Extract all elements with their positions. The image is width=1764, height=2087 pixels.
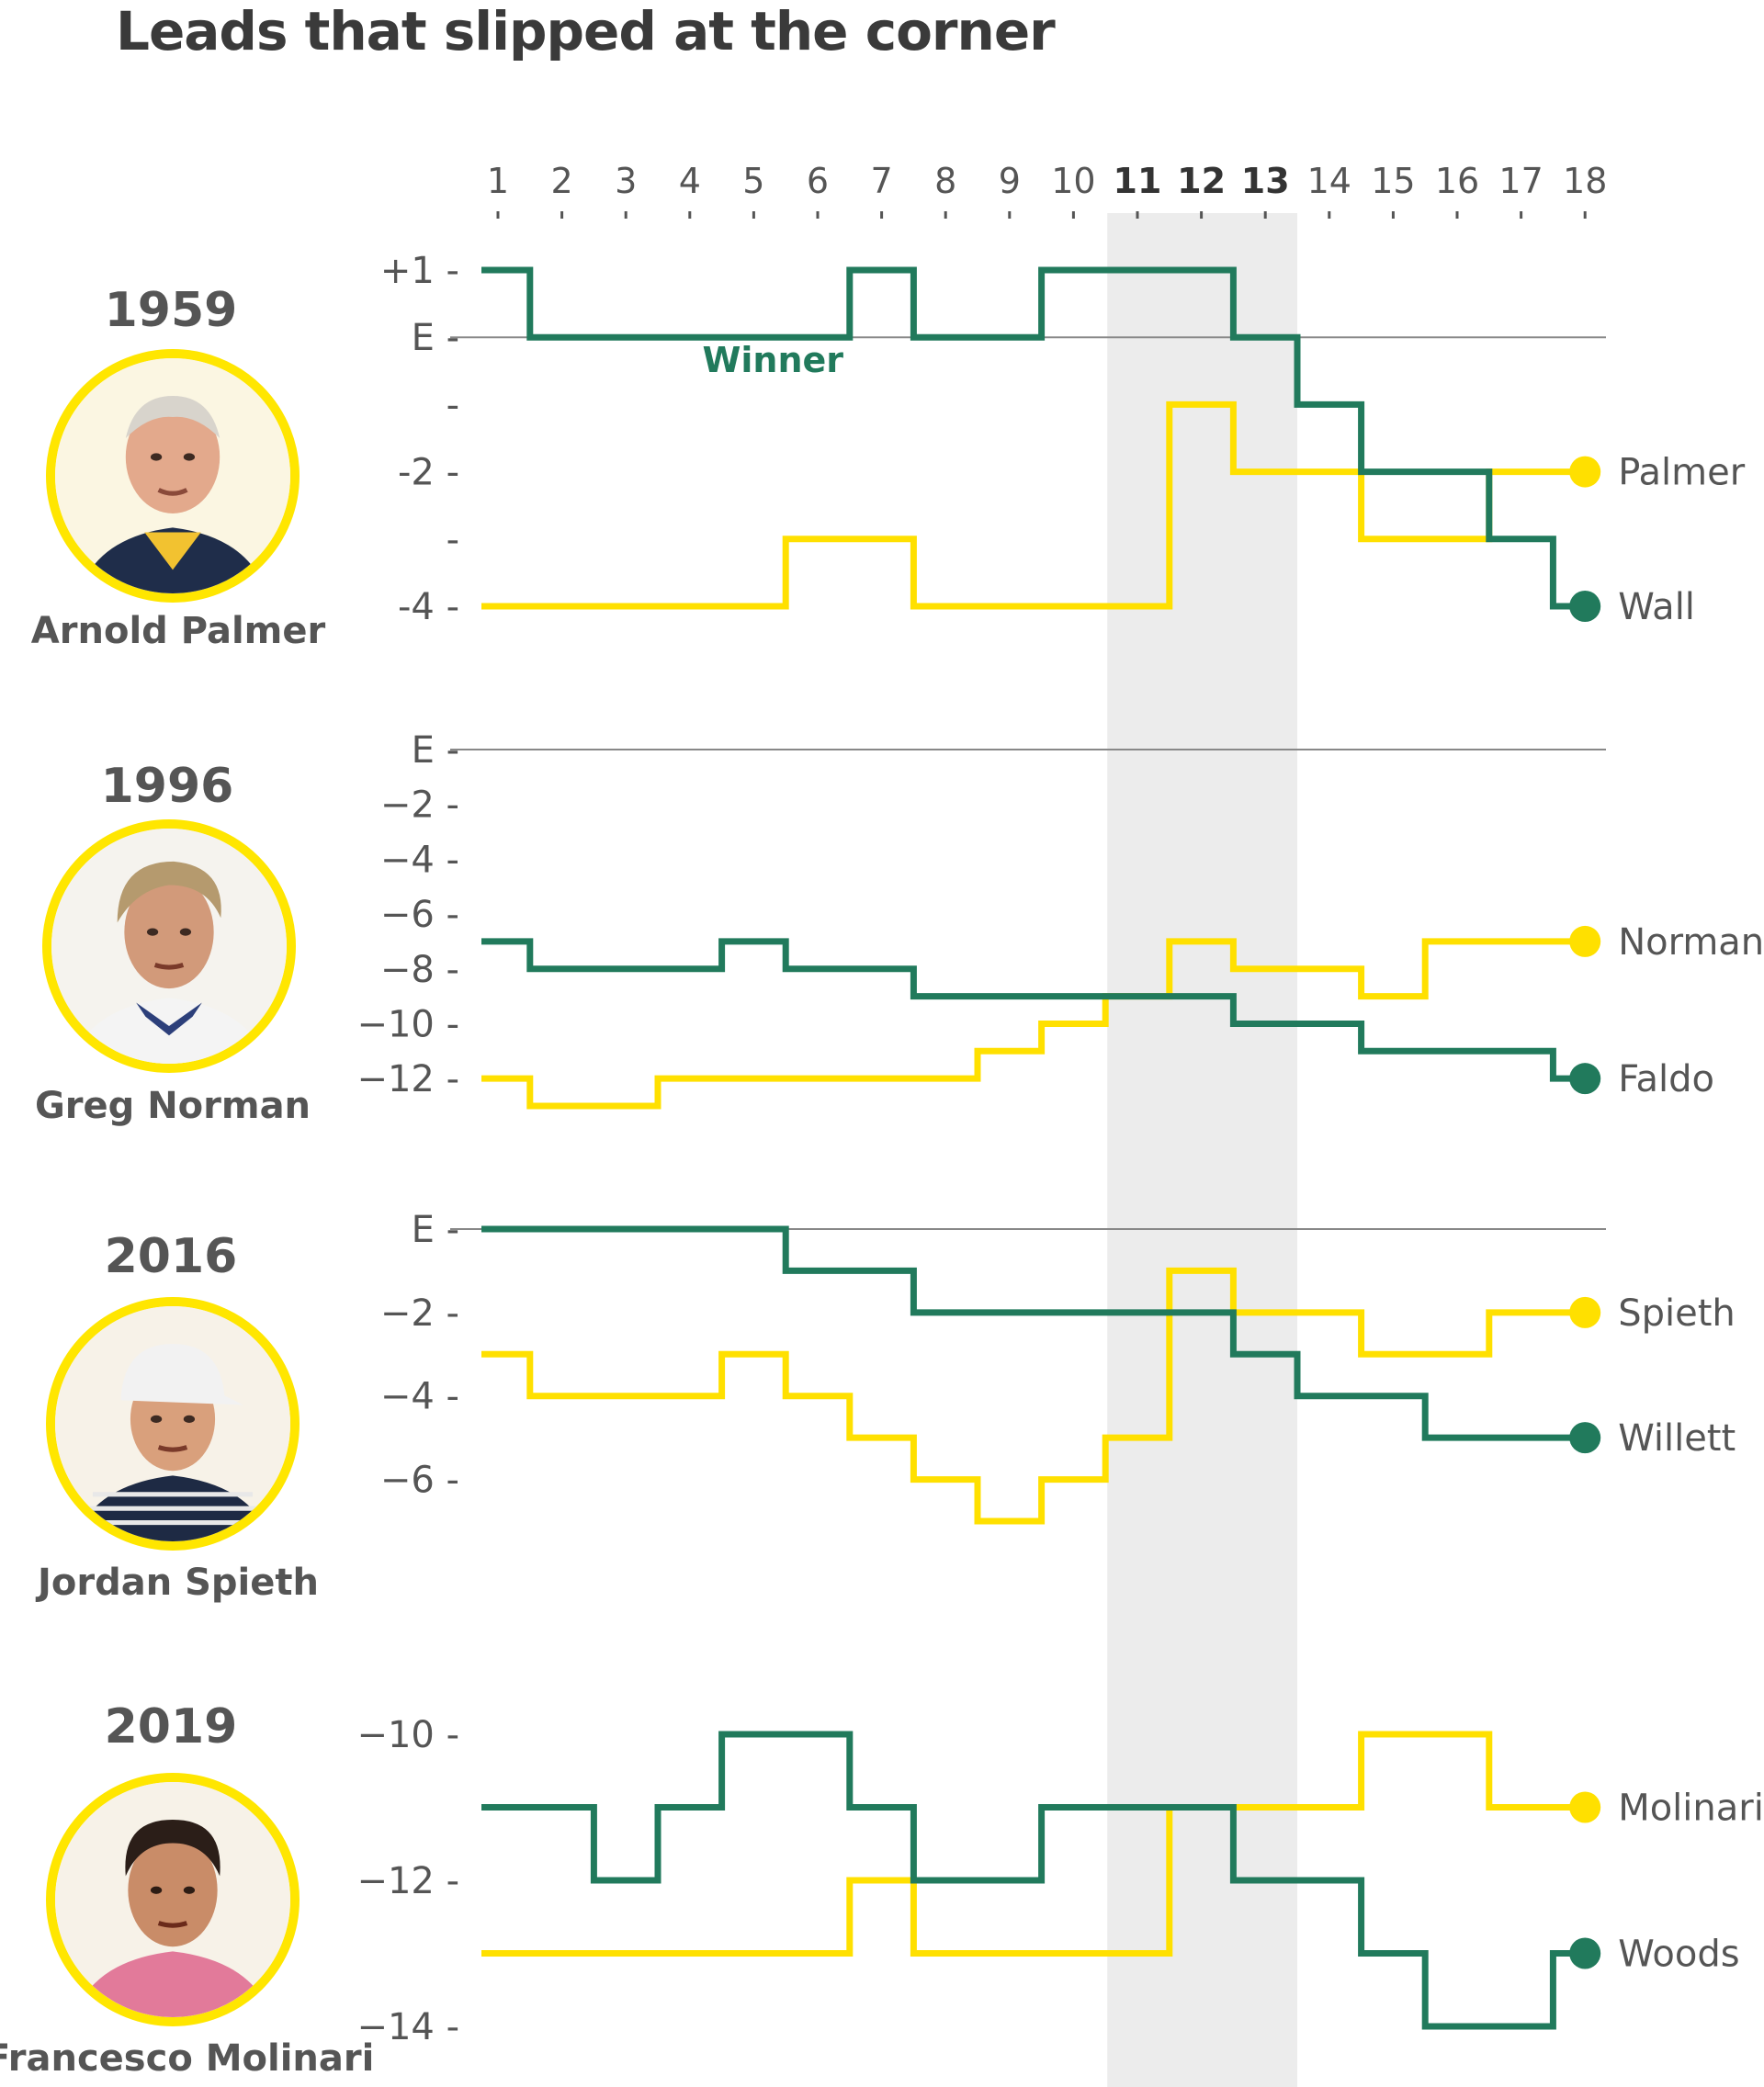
panel-player-greg-norman: Greg Norman xyxy=(34,1085,311,1127)
series-end-dot-palmer xyxy=(1569,456,1601,488)
series-line-palmer xyxy=(481,400,1586,610)
series-end-dot-molinari xyxy=(1569,1791,1601,1823)
portrait-icon xyxy=(51,829,287,1064)
ytick-1996-4: −8 - xyxy=(380,949,459,991)
panel-year-1996: 1996 xyxy=(100,759,234,814)
series-line-faldo xyxy=(481,938,1586,1082)
series-end-dot-wall xyxy=(1569,591,1601,622)
ytick-1959-4: - xyxy=(447,519,459,561)
series-label-willett: Willett xyxy=(1618,1417,1736,1460)
series-line-spieth xyxy=(481,1267,1586,1525)
hole-label-16: 16 xyxy=(1435,161,1479,201)
hole-label-8: 8 xyxy=(934,161,956,201)
hole-label-12: 12 xyxy=(1177,161,1226,201)
series-label-palmer: Palmer xyxy=(1618,452,1746,494)
portrait-icon xyxy=(55,1782,290,2017)
ytick-2016-2: −4 - xyxy=(380,1376,459,1418)
ytick-1996-2: −4 - xyxy=(380,839,459,881)
ytick-1959-3: -2 - xyxy=(398,452,459,494)
panel-player-jordan-spieth: Jordan Spieth xyxy=(38,1562,319,1604)
hole-label-4: 4 xyxy=(679,161,701,201)
series-line-wall xyxy=(481,266,1586,610)
ytick-2016-0: E - xyxy=(412,1209,459,1251)
hole-label-10: 10 xyxy=(1051,161,1095,201)
hole-label-13: 13 xyxy=(1241,161,1290,201)
ytick-2019-1: −12 - xyxy=(356,1860,459,1902)
ytick-2016-1: −2 - xyxy=(380,1292,459,1335)
hole-label-3: 3 xyxy=(615,161,637,201)
ytick-1996-3: −6 - xyxy=(380,894,459,936)
series-end-dot-woods xyxy=(1569,1937,1601,1969)
series-label-molinari: Molinari xyxy=(1618,1788,1764,1830)
series-line-norman xyxy=(481,938,1586,1110)
series-line-molinari xyxy=(481,1731,1586,1957)
panel-year-1959: 1959 xyxy=(104,283,238,338)
ytick-1959-2: - xyxy=(447,384,459,426)
series-label-woods: Woods xyxy=(1618,1934,1739,1976)
ytick-1996-6: −12 - xyxy=(356,1058,459,1100)
hole-label-9: 9 xyxy=(999,161,1021,201)
francesco-molinari-portrait xyxy=(46,1773,300,2026)
hole-label-18: 18 xyxy=(1563,161,1607,201)
hole-label-5: 5 xyxy=(742,161,764,201)
portrait-icon xyxy=(55,358,290,593)
series-label-wall: Wall xyxy=(1618,586,1695,628)
panel-player-arnold-palmer: Arnold Palmer xyxy=(30,610,326,652)
arnold-palmer-portrait xyxy=(46,349,300,603)
panel-year-2016: 2016 xyxy=(104,1229,238,1284)
portrait-icon xyxy=(55,1306,290,1541)
hole-label-11: 11 xyxy=(1114,161,1162,201)
hole-label-17: 17 xyxy=(1498,161,1543,201)
ytick-2019-2: −14 - xyxy=(356,2006,459,2048)
series-label-norman: Norman xyxy=(1618,921,1764,964)
hole-label-15: 15 xyxy=(1371,161,1415,201)
series-end-dot-willett xyxy=(1569,1422,1601,1454)
hole-label-1: 1 xyxy=(487,161,509,201)
panel-year-2019: 2019 xyxy=(104,1699,238,1754)
ytick-2016-3: −6 - xyxy=(380,1460,459,1502)
ytick-2019-0: −10 - xyxy=(356,1714,459,1756)
hole-label-7: 7 xyxy=(871,161,893,201)
series-label-faldo: Faldo xyxy=(1618,1058,1714,1100)
ytick-1996-5: −10 - xyxy=(356,1003,459,1045)
series-label-spieth: Spieth xyxy=(1618,1292,1736,1335)
series-end-dot-faldo xyxy=(1569,1063,1601,1095)
hole-label-14: 14 xyxy=(1307,161,1351,201)
ytick-1959-5: -4 - xyxy=(398,586,459,628)
ytick-1959-0: +1 - xyxy=(380,250,459,292)
panel-player-francesco-molinari: Francesco Molinari xyxy=(0,2037,375,2080)
ytick-1959-1: E - xyxy=(412,317,459,359)
winner-annotation: Winner xyxy=(702,340,843,380)
hole-label-2: 2 xyxy=(551,161,573,201)
ytick-1996-1: −2 - xyxy=(380,784,459,827)
page-title: Leads that slipped at the corner xyxy=(116,0,1056,62)
series-end-dot-norman xyxy=(1569,925,1601,957)
highlight-band xyxy=(1107,213,1297,2087)
series-line-willett xyxy=(481,1225,1586,1441)
jordan-spieth-portrait xyxy=(46,1297,300,1551)
hole-label-6: 6 xyxy=(807,161,829,201)
ytick-1996-0: E - xyxy=(412,729,459,772)
greg-norman-portrait xyxy=(42,819,296,1073)
series-end-dot-spieth xyxy=(1569,1296,1601,1328)
series-line-woods xyxy=(481,1731,1586,2030)
